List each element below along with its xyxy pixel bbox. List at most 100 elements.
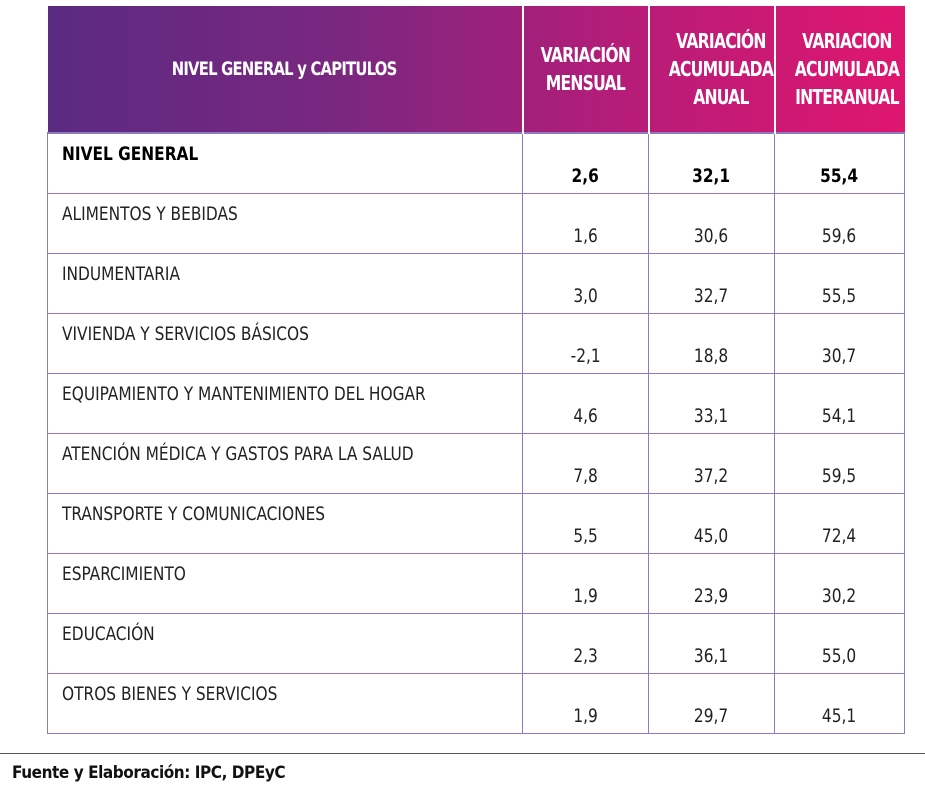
ipc-variation-table: NIVEL GENERAL y CAPITULOS VARIACIÓN MENSU…: [47, 6, 905, 734]
header-line: ACUMULADA: [794, 57, 899, 81]
source-note: Fuente y Elaboración: IPC, DPEyC: [12, 763, 315, 783]
value-acumulada-anual: 37,2: [694, 464, 729, 487]
value-acumulada-anual: 33,1: [694, 404, 729, 427]
row-label: EQUIPAMIENTO Y MANTENIMIENTO DEL HOGAR: [62, 383, 426, 405]
header-text: VARIACIÓN ACUMULADA ANUAL: [668, 27, 773, 111]
header-line: NIVEL GENERAL y CAPITULOS: [172, 58, 398, 80]
table-row: TRANSPORTE Y COMUNICACIONES 5,5 45,0 72,4: [47, 492, 905, 554]
value-acumulada-interanual: 45,1: [822, 704, 857, 727]
value-mensual-cell: 5,5: [522, 492, 649, 554]
value-acumulada-anual-cell: 32,7: [648, 252, 775, 314]
header-line: VARIACIÓN: [675, 29, 766, 53]
value-mensual: 7,8: [573, 464, 598, 487]
value-acumulada-anual: 32,1: [692, 164, 731, 187]
value-acumulada-interanual: 59,6: [822, 224, 857, 247]
row-label: VIVIENDA Y SERVICIOS BÁSICOS: [62, 323, 309, 345]
table-header-row: NIVEL GENERAL y CAPITULOS VARIACIÓN MENSU…: [47, 6, 905, 133]
value-mensual: -2,1: [570, 344, 601, 367]
row-label: ALIMENTOS Y BEBIDAS: [62, 203, 238, 225]
value-mensual: 2,6: [571, 164, 600, 187]
value-acumulada-interanual-cell: 55,0: [774, 612, 905, 674]
value-acumulada-interanual: 55,5: [822, 284, 857, 307]
row-label: TRANSPORTE Y COMUNICACIONES: [62, 503, 326, 525]
table-row: EQUIPAMIENTO Y MANTENIMIENTO DEL HOGAR 4,…: [47, 372, 905, 434]
source-text: Fuente y Elaboración: IPC, DPEyC: [12, 763, 286, 783]
header-text: NIVEL GENERAL y CAPITULOS: [172, 55, 398, 83]
value-acumulada-interanual: 55,4: [820, 164, 859, 187]
value-acumulada-anual-cell: 18,8: [648, 312, 775, 374]
value-mensual-cell: -2,1: [522, 312, 649, 374]
value-mensual-cell: 2,6: [522, 132, 649, 194]
table-row: EDUCACIÓN 2,3 36,1 55,0: [47, 612, 905, 674]
table-row: ALIMENTOS Y BEBIDAS 1,6 30,6 59,6: [47, 192, 905, 254]
row-label-cell: EQUIPAMIENTO Y MANTENIMIENTO DEL HOGAR: [47, 372, 523, 434]
value-acumulada-interanual: 72,4: [822, 524, 857, 547]
value-acumulada-interanual: 30,7: [822, 344, 857, 367]
header-line: MENSUAL: [545, 71, 626, 95]
row-label: EDUCACIÓN: [62, 623, 155, 645]
header-text: VARIACION ACUMULADA INTERANUAL: [794, 27, 899, 111]
value-acumulada-anual-cell: 30,6: [648, 192, 775, 254]
header-line: ANUAL: [692, 85, 749, 109]
value-acumulada-anual: 32,7: [694, 284, 729, 307]
table-row: INDUMENTARIA 3,0 32,7 55,5: [47, 252, 905, 314]
value-mensual-cell: 1,9: [522, 672, 649, 734]
value-mensual-cell: 3,0: [522, 252, 649, 314]
value-mensual-cell: 1,9: [522, 552, 649, 614]
header-variacion-mensual: VARIACIÓN MENSUAL: [522, 6, 650, 133]
header-text: VARIACIÓN MENSUAL: [541, 41, 631, 97]
value-acumulada-anual-cell: 37,2: [648, 432, 775, 494]
value-mensual-cell: 1,6: [522, 192, 649, 254]
value-acumulada-anual: 29,7: [694, 704, 729, 727]
value-mensual-cell: 7,8: [522, 432, 649, 494]
value-mensual: 5,5: [573, 524, 598, 547]
value-acumulada-interanual-cell: 55,4: [774, 132, 905, 194]
value-mensual: 3,0: [573, 284, 598, 307]
header-line: VARIACION: [801, 29, 892, 53]
table-row: VIVIENDA Y SERVICIOS BÁSICOS -2,1 18,8 30,7: [47, 312, 905, 374]
table-body: NIVEL GENERAL 2,6 32,1 55,4 ALIMENTOS Y BEBI…: [47, 132, 905, 734]
value-acumulada-interanual-cell: 59,5: [774, 432, 905, 494]
value-acumulada-interanual: 55,0: [822, 644, 857, 667]
header-variacion-acumulada-anual: VARIACIÓN ACUMULADA ANUAL: [648, 6, 776, 133]
row-label-cell: NIVEL GENERAL: [47, 132, 523, 194]
value-acumulada-anual: 23,9: [694, 584, 729, 607]
value-acumulada-anual: 45,0: [694, 524, 729, 547]
header-line: INTERANUAL: [794, 85, 899, 109]
value-acumulada-anual-cell: 36,1: [648, 612, 775, 674]
footer-divider: [0, 753, 925, 754]
value-acumulada-anual: 30,6: [694, 224, 729, 247]
value-acumulada-anual-cell: 45,0: [648, 492, 775, 554]
row-label-cell: INDUMENTARIA: [47, 252, 523, 314]
header-line: ACUMULADA: [668, 57, 773, 81]
value-acumulada-interanual-cell: 45,1: [774, 672, 905, 734]
row-label-cell: ESPARCIMIENTO: [47, 552, 523, 614]
row-label: ESPARCIMIENTO: [62, 563, 186, 585]
header-nivel-general-capitulos: NIVEL GENERAL y CAPITULOS: [47, 6, 524, 133]
value-acumulada-anual-cell: 23,9: [648, 552, 775, 614]
value-acumulada-anual-cell: 29,7: [648, 672, 775, 734]
value-acumulada-interanual-cell: 54,1: [774, 372, 905, 434]
value-mensual-cell: 4,6: [522, 372, 649, 434]
value-acumulada-interanual: 30,2: [822, 584, 857, 607]
value-mensual: 1,9: [573, 584, 598, 607]
value-acumulada-anual-cell: 33,1: [648, 372, 775, 434]
header-line: VARIACIÓN: [540, 43, 631, 67]
row-label-cell: OTROS BIENES Y SERVICIOS: [47, 672, 523, 734]
value-acumulada-anual: 36,1: [694, 644, 729, 667]
ipc-table-container: NIVEL GENERAL y CAPITULOS VARIACIÓN MENSU…: [47, 6, 905, 734]
row-label: ATENCIÓN MÉDICA Y GASTOS PARA LA SALUD: [62, 443, 414, 465]
row-label-cell: TRANSPORTE Y COMUNICACIONES: [47, 492, 523, 554]
row-label-cell: ALIMENTOS Y BEBIDAS: [47, 192, 523, 254]
header-variacion-acumulada-interanual: VARIACION ACUMULADA INTERANUAL: [775, 6, 905, 133]
value-mensual: 4,6: [573, 404, 598, 427]
value-mensual-cell: 2,3: [522, 612, 649, 674]
row-label: OTROS BIENES Y SERVICIOS: [62, 683, 278, 705]
value-acumulada-interanual-cell: 72,4: [774, 492, 905, 554]
value-mensual: 1,9: [573, 704, 598, 727]
row-label-cell: EDUCACIÓN: [47, 612, 523, 674]
value-mensual: 1,6: [573, 224, 598, 247]
row-label-cell: VIVIENDA Y SERVICIOS BÁSICOS: [47, 312, 523, 374]
table-row: ESPARCIMIENTO 1,9 23,9 30,2: [47, 552, 905, 614]
value-acumulada-interanual: 54,1: [822, 404, 857, 427]
